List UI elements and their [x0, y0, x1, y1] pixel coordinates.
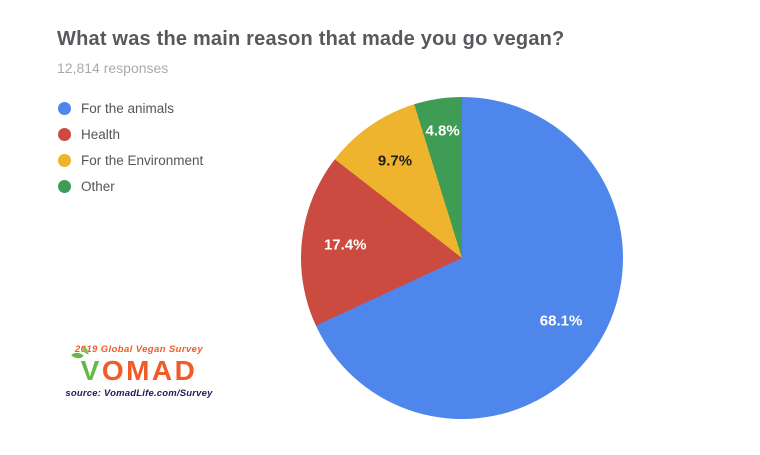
- legend-swatch-icon: [58, 179, 71, 193]
- vomad-logo: 2019 Global Vegan Survey VOMAD source: V…: [56, 344, 222, 399]
- logo-letters-omad: OMAD: [101, 355, 198, 386]
- legend-swatch-icon: [58, 101, 71, 115]
- logo-tagline: 2019 Global Vegan Survey: [74, 344, 204, 355]
- legend-item: For the animals: [58, 95, 203, 121]
- legend-label: Health: [81, 126, 121, 142]
- logo-source-text: source: VomadLife.com/Survey: [65, 388, 213, 400]
- legend-label: Other: [81, 178, 115, 194]
- legend-swatch-icon: [58, 127, 71, 141]
- legend-label: For the animals: [81, 100, 175, 116]
- logo-letter-v: V: [70, 346, 102, 386]
- legend-item: For the Environment: [58, 147, 203, 173]
- pie-slice-label: 17.4%: [323, 236, 367, 254]
- legend-label: For the Environment: [81, 152, 204, 168]
- page-title: What was the main reason that made you g…: [57, 28, 565, 50]
- pie-slice-label: 4.8%: [425, 122, 460, 140]
- logo-wordmark: VOMAD: [70, 346, 198, 386]
- pie-slice-label: 9.7%: [377, 152, 413, 170]
- legend-swatch-icon: [58, 153, 71, 167]
- response-count: 12,814 responses: [57, 60, 169, 76]
- pie-slice-label: 68.1%: [539, 312, 583, 330]
- legend: For the animals Health For the Environment…: [58, 95, 203, 199]
- pie-chart: [301, 97, 623, 419]
- legend-item: Health: [58, 121, 203, 147]
- legend-item: Other: [58, 173, 203, 199]
